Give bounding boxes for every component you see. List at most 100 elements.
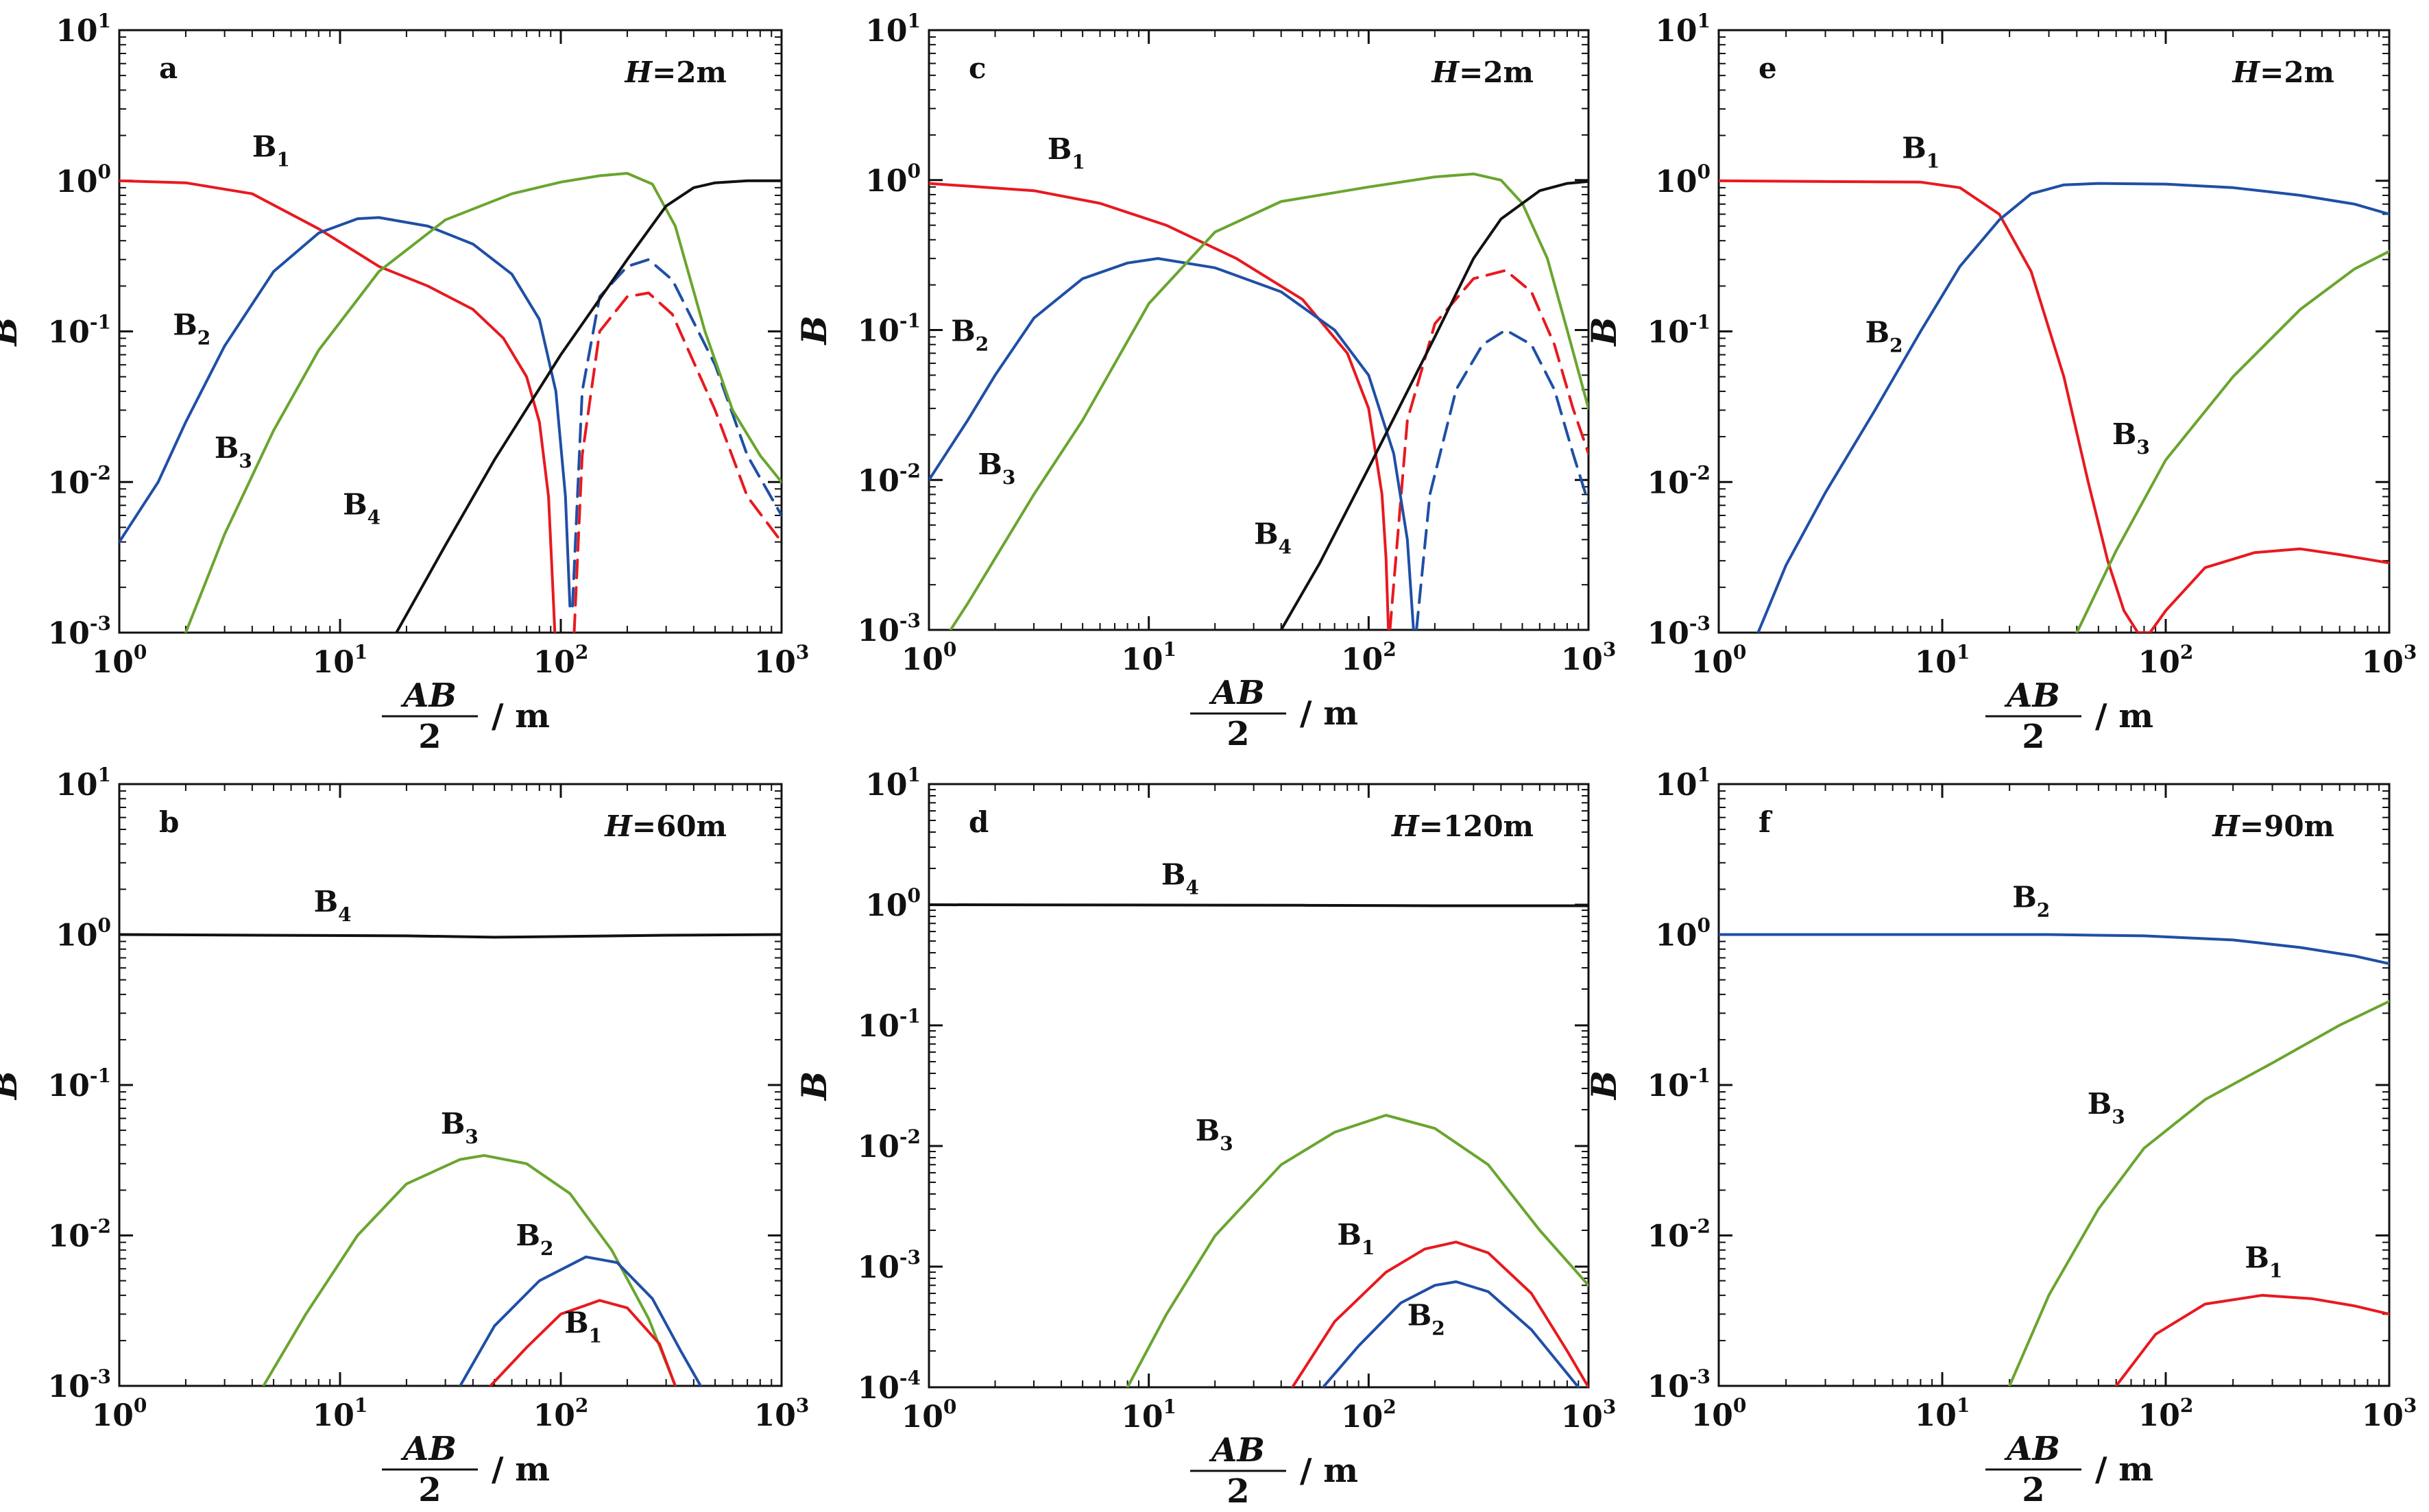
y-axis-label: B <box>794 315 834 345</box>
x-label-denominator: 2 <box>418 718 441 756</box>
panel-label: f <box>1759 805 1773 839</box>
y-tick-label: 100 <box>56 160 111 199</box>
x-tick-label: 100 <box>1691 641 1747 680</box>
curve-label-b1: B1 <box>1048 132 1085 173</box>
series-line-2 <box>1388 269 1588 630</box>
curve-label-b4: B4 <box>314 885 352 926</box>
y-tick-label: 101 <box>1655 764 1711 803</box>
y-tick-label: 100 <box>1655 914 1711 953</box>
x-label-denominator: 2 <box>1226 1472 1249 1511</box>
x-label-numerator: AB <box>1209 674 1265 712</box>
series-line-2 <box>572 291 782 633</box>
curve-label-b3: B3 <box>215 431 252 472</box>
x-axis-label: AB2 / m <box>1985 676 2153 756</box>
y-tick-label: 10-2 <box>1647 1215 1711 1254</box>
curve-label-b1: B1 <box>252 130 290 171</box>
series-line-1 <box>119 179 557 633</box>
y-tick-label: 10-1 <box>858 1005 921 1044</box>
curve-label-b4: B4 <box>1161 858 1199 899</box>
depth-annotation: H=90m <box>2212 809 2334 843</box>
x-tick-label: 103 <box>1561 1395 1617 1435</box>
y-tick-label: 101 <box>56 764 111 803</box>
curve-label-b3: B3 <box>441 1107 479 1148</box>
curve-label-b2: B2 <box>1865 316 1903 357</box>
x-label-denominator: 2 <box>2022 718 2044 756</box>
y-tick-label: 101 <box>56 10 111 49</box>
depth-annotation: H=60m <box>604 809 727 843</box>
x-tick-label: 102 <box>1341 1395 1397 1435</box>
y-tick-label: 101 <box>865 764 921 803</box>
x-axis-label: AB2 / m <box>1985 1430 2153 1509</box>
x-tick-label: 103 <box>2362 641 2417 680</box>
y-tick-label: 10-3 <box>1647 612 1711 651</box>
curve-label-b3: B3 <box>978 448 1015 489</box>
series-line-3 <box>119 216 572 608</box>
x-tick-label: 101 <box>313 641 368 680</box>
y-axis-label: B <box>794 1071 834 1101</box>
x-tick-label: 101 <box>1121 1395 1176 1435</box>
y-tick-label: 10-2 <box>48 461 111 500</box>
y-axis-label: B <box>1584 317 1624 347</box>
x-tick-label: 102 <box>533 1394 589 1433</box>
y-tick-label: 10-2 <box>858 1125 921 1165</box>
curve-label-b4: B4 <box>343 487 380 528</box>
plot-frame <box>118 29 783 634</box>
curve-label-b2: B2 <box>1407 1299 1445 1340</box>
x-label-unit: / m <box>492 697 550 735</box>
series-line-2 <box>2008 999 2389 1386</box>
curve-label-b3: B3 <box>2088 1087 2125 1128</box>
x-label-denominator: 2 <box>418 1471 441 1509</box>
y-tick-label: 10-4 <box>858 1367 921 1406</box>
panel-label: c <box>969 51 987 85</box>
panel-c: 100 101 102 103 10-3 10-2 10-1 100 101 B AB2 / m c H=… <box>794 10 1616 753</box>
series-line-1 <box>1719 933 2389 965</box>
y-tick-label: 10-3 <box>48 612 111 651</box>
series-group <box>929 903 1588 1387</box>
panel-a: 100 101 102 103 10-3 10-2 10-1 100 101 B AB2 / m a H=… <box>0 10 809 756</box>
series-group <box>119 933 782 1386</box>
plot-frame <box>1717 783 2391 1387</box>
x-tick-label: 103 <box>1561 638 1617 677</box>
curve-label-b3: B3 <box>1196 1114 1233 1155</box>
x-label-denominator: 2 <box>2022 1471 2044 1509</box>
panel-label: b <box>159 805 179 839</box>
x-label-unit: / m <box>1300 694 1358 733</box>
x-tick-label: 102 <box>2138 1394 2194 1433</box>
panel-b: 100 101 102 103 10-3 10-2 10-1 100 101 B AB2 / m b H=… <box>0 764 809 1509</box>
x-tick-label: 100 <box>92 641 147 680</box>
x-label-numerator: AB <box>400 1430 457 1468</box>
series-line-1 <box>929 182 1390 630</box>
series-line-6 <box>1279 180 1588 630</box>
series-line-3 <box>929 257 1415 630</box>
series-line-6 <box>395 179 782 633</box>
y-tick-label: 101 <box>1655 10 1711 49</box>
depth-annotation: H=120m <box>1391 809 1534 843</box>
y-tick-label: 100 <box>1655 160 1711 199</box>
y-axis-label: B <box>1584 1071 1624 1101</box>
plot-frame <box>118 783 783 1387</box>
y-tick-label: 10-3 <box>48 1365 111 1404</box>
x-label-unit: / m <box>492 1450 550 1489</box>
y-tick-label: 100 <box>56 914 111 953</box>
y-axis-label: B <box>0 1071 25 1101</box>
y-tick-label: 10-1 <box>858 310 921 349</box>
x-label-denominator: 2 <box>1226 715 1249 753</box>
panel-label: d <box>969 805 989 839</box>
series-line-5 <box>949 172 1588 630</box>
x-axis-label: AB2 / m <box>382 1430 550 1509</box>
x-tick-label: 100 <box>92 1394 147 1433</box>
series-group <box>929 172 1588 630</box>
series-line-1 <box>929 903 1588 907</box>
curve-label-b1: B1 <box>1902 131 1939 172</box>
series-line-2 <box>1756 182 2389 633</box>
x-label-numerator: AB <box>400 676 457 715</box>
y-tick-label: 10-2 <box>48 1215 111 1254</box>
x-tick-label: 103 <box>754 641 810 680</box>
x-label-unit: / m <box>1300 1452 1358 1490</box>
y-tick-label: 10-1 <box>48 1064 111 1103</box>
x-tick-label: 103 <box>2362 1394 2417 1433</box>
x-tick-label: 101 <box>313 1394 368 1433</box>
panel-label: e <box>1759 51 1777 85</box>
y-tick-label: 10-1 <box>1647 311 1711 350</box>
curve-label-b3: B3 <box>2112 417 2150 459</box>
